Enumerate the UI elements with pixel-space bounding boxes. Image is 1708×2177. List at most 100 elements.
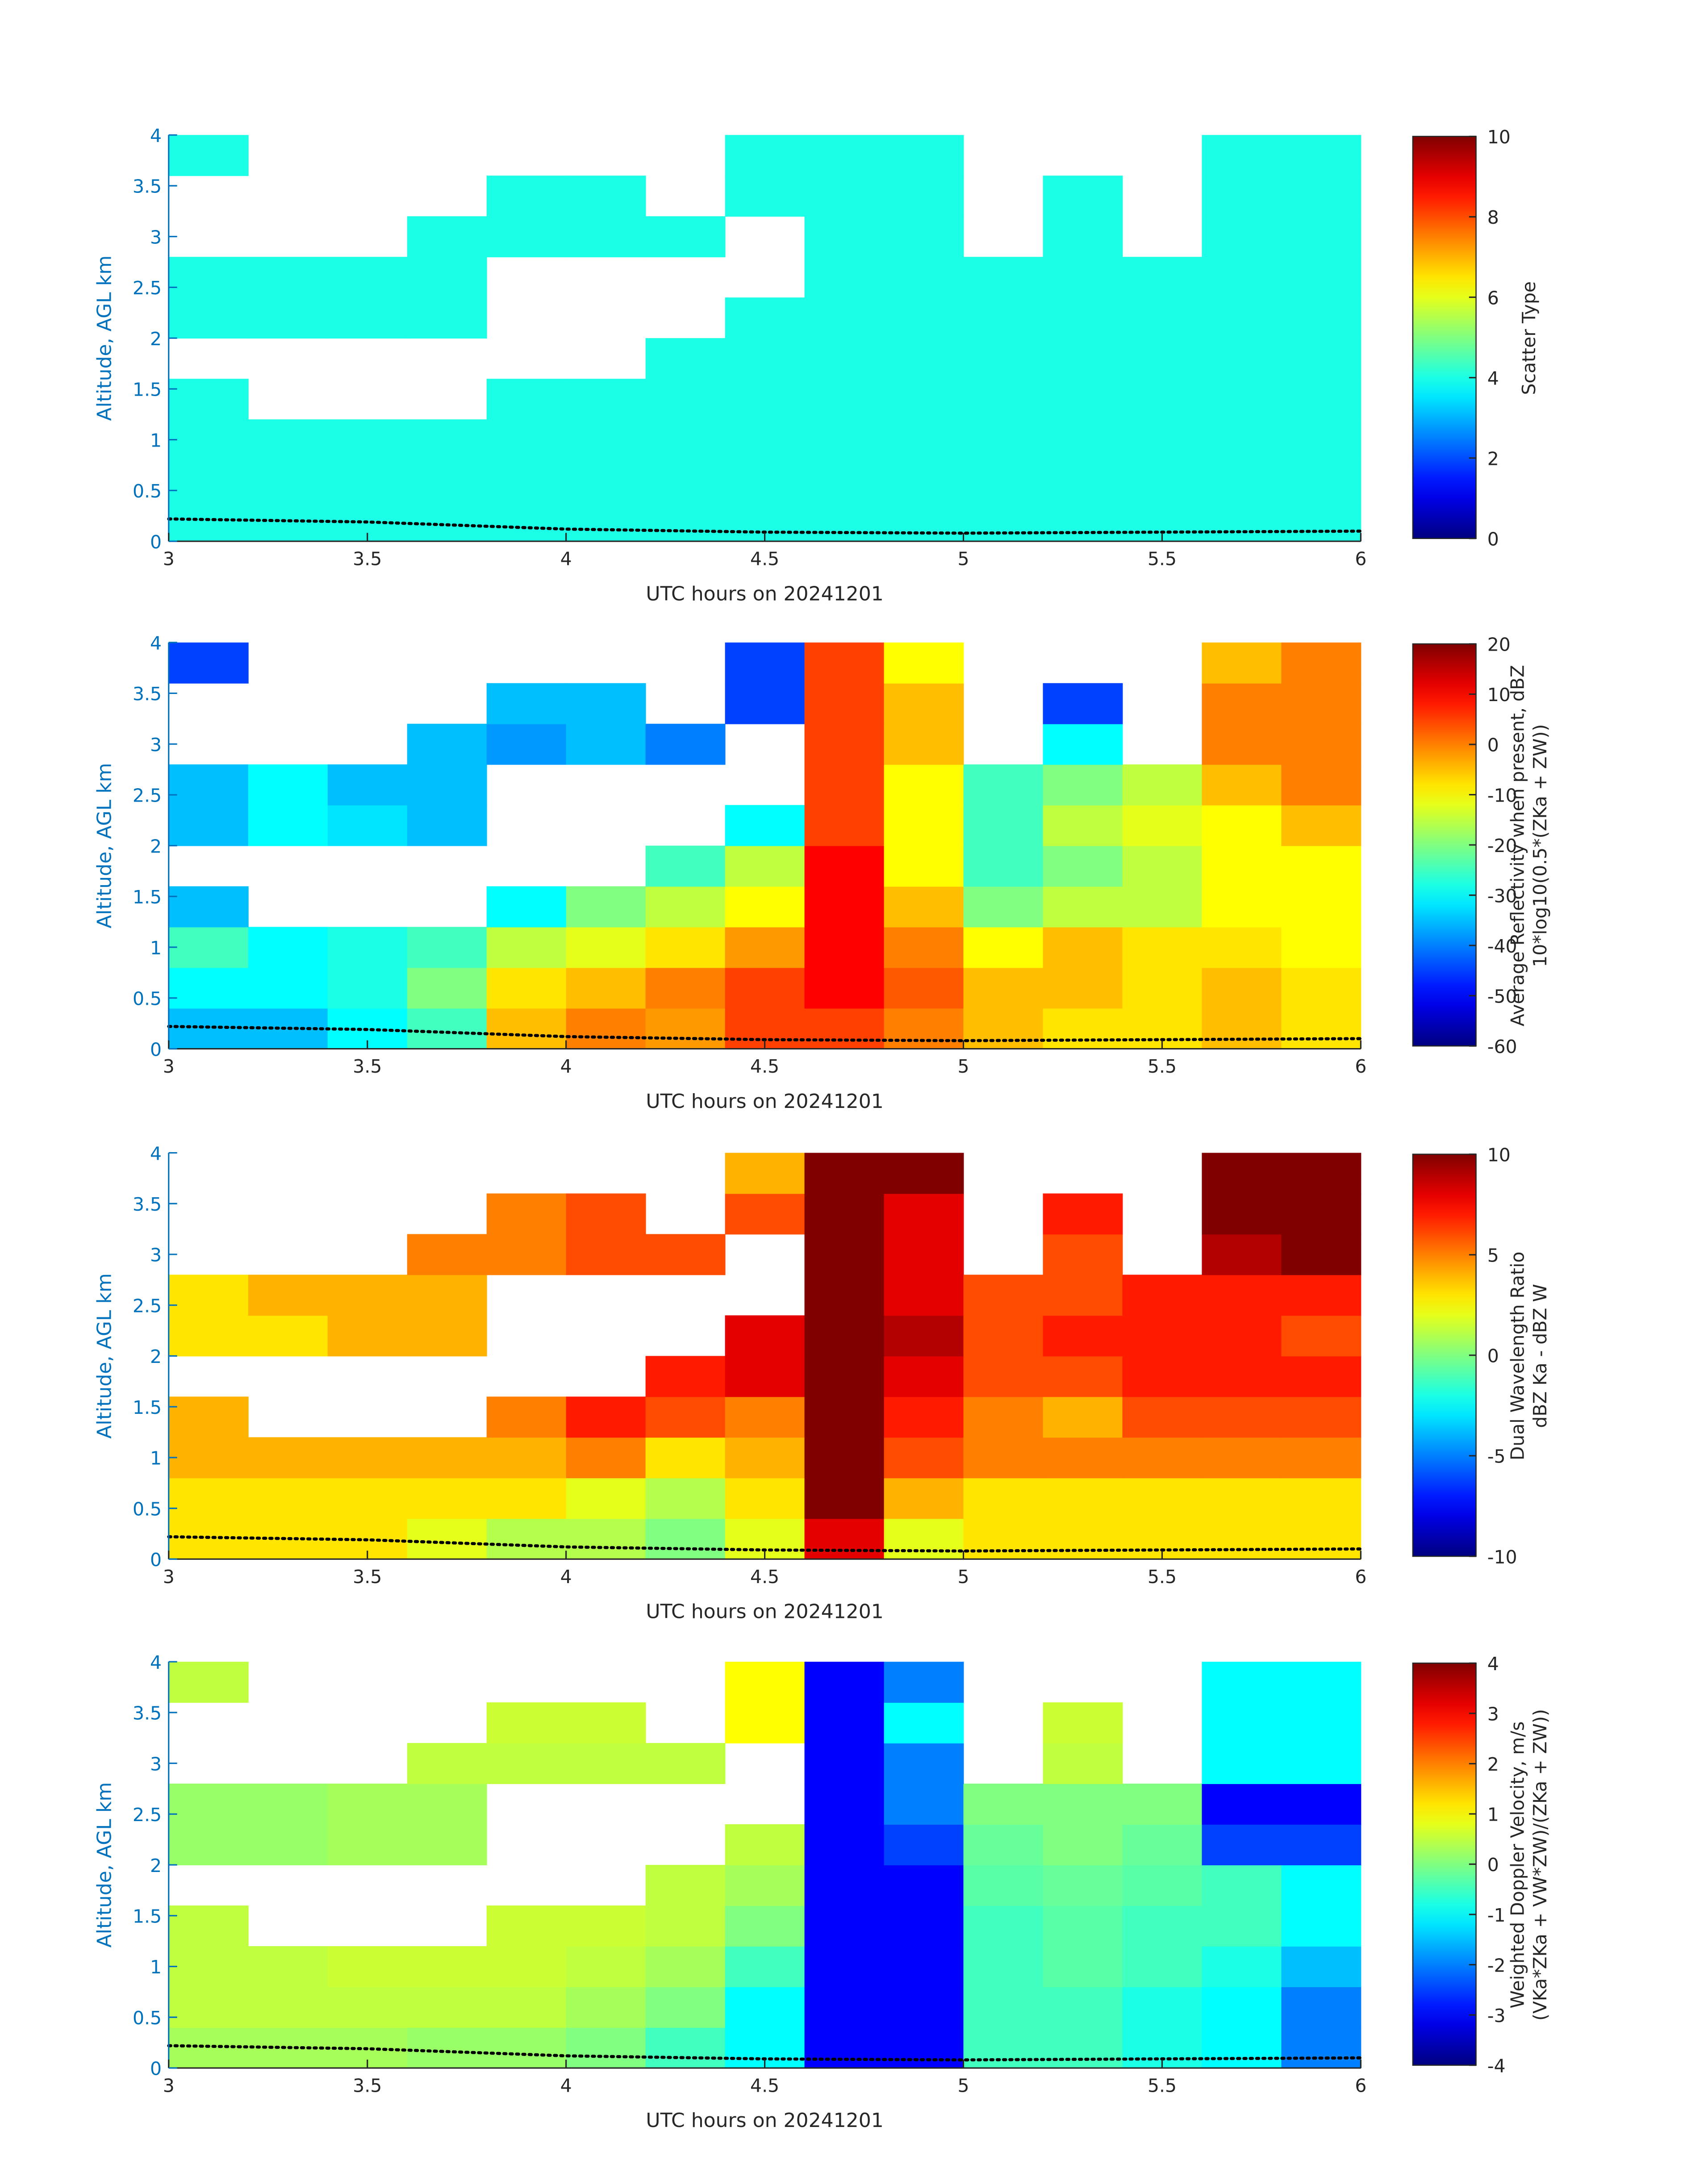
cell [1281, 257, 1361, 298]
y-tick-label: 3.5 [133, 683, 162, 705]
cell [1281, 1662, 1361, 1703]
cell [725, 683, 805, 724]
y-tick-label: 3 [150, 1753, 162, 1775]
x-tick-label: 6 [1355, 2075, 1366, 2096]
y-tick-label: 0 [150, 1549, 162, 1571]
cell [725, 1437, 805, 1479]
cell [407, 1784, 487, 1825]
cell [168, 1518, 249, 1560]
cell [884, 723, 964, 765]
cell [486, 1234, 567, 1275]
cell [804, 379, 885, 420]
cell [1281, 967, 1361, 1009]
x-tick-label: 3 [163, 2075, 175, 2096]
colorbar-tick-label: 2 [1487, 448, 1499, 469]
y-axis-label: Altitude, AGL km [93, 255, 116, 421]
cell [884, 1234, 964, 1275]
cell [1202, 764, 1282, 806]
cell [1122, 1784, 1203, 1825]
cell [884, 2027, 964, 2068]
cell [804, 257, 885, 298]
cell [407, 257, 487, 298]
cell [1043, 1437, 1123, 1479]
cell [1202, 1946, 1282, 1987]
cell [1043, 1234, 1123, 1275]
cell [725, 1396, 805, 1438]
y-tick-label: 2 [150, 328, 162, 350]
cell [1043, 845, 1123, 887]
cell [248, 257, 328, 298]
colorbar-tick-label: 0 [1487, 529, 1499, 550]
y-tick-label: 1.5 [133, 379, 162, 401]
cell [327, 1274, 408, 1316]
cell [884, 1478, 964, 1519]
x-tick-label: 6 [1355, 1566, 1366, 1588]
cell [884, 1274, 964, 1316]
cell [804, 1315, 885, 1357]
cell [725, 297, 805, 339]
y-axis-label: Altitude, AGL km [93, 1782, 116, 1948]
cell [1043, 419, 1123, 461]
cell [1202, 1274, 1282, 1316]
cell [168, 379, 249, 420]
cell [725, 886, 805, 928]
cell [1281, 1315, 1361, 1357]
cell [804, 1987, 885, 2028]
x-tick-label: 4.5 [750, 1056, 779, 1077]
cell [1202, 175, 1282, 217]
x-tick-label: 4.5 [750, 2075, 779, 2096]
cell [168, 297, 249, 339]
colorbar-tick-label: -10 [1487, 1546, 1517, 1568]
cell [486, 501, 567, 542]
cell [1122, 1824, 1203, 1866]
cell [804, 967, 885, 1009]
cell [1281, 642, 1361, 684]
cell [1202, 1315, 1282, 1357]
colorbar-tick-label: -4 [1487, 2055, 1506, 2077]
cell [1043, 216, 1123, 258]
cell [1122, 1905, 1203, 1947]
cell [566, 927, 646, 968]
cell [566, 379, 646, 420]
cell [486, 419, 567, 461]
colorbar-tick-label: -1 [1487, 1905, 1506, 1926]
colorbar-tick-label: 4 [1487, 1653, 1499, 1675]
cell [1202, 805, 1282, 846]
cell [1043, 501, 1123, 542]
cell [486, 1702, 567, 1744]
cell [248, 1784, 328, 1825]
cell [725, 135, 805, 176]
cell [566, 501, 646, 542]
cell [725, 1946, 805, 1987]
cell [566, 2027, 646, 2068]
cell [486, 1008, 567, 1049]
cell [725, 927, 805, 968]
cell [248, 1315, 328, 1357]
cell [407, 805, 487, 846]
y-axis-label: Altitude, AGL km [93, 763, 116, 928]
cell [1122, 460, 1203, 501]
cell [804, 1234, 885, 1275]
cell [804, 1193, 885, 1235]
cell [327, 927, 408, 968]
cell [1043, 1396, 1123, 1438]
cell [168, 2027, 249, 2068]
cell [486, 683, 567, 724]
cell [566, 683, 646, 724]
colorbar-tick-label: 10 [1487, 1144, 1511, 1166]
cell [248, 1478, 328, 1519]
x-tick-label: 3.5 [353, 1566, 382, 1588]
cell [566, 1234, 646, 1275]
cell [804, 927, 885, 968]
surface-line [167, 2044, 1362, 2062]
cell [884, 1193, 964, 1235]
cell [645, 1946, 726, 1987]
cell [804, 1865, 885, 1906]
cell [1281, 1824, 1361, 1866]
cell [804, 2027, 885, 2068]
cell [884, 967, 964, 1009]
cell [168, 1274, 249, 1316]
x-tick-label: 3.5 [353, 1056, 382, 1077]
cell [804, 1356, 885, 1397]
cell [725, 1662, 805, 1703]
